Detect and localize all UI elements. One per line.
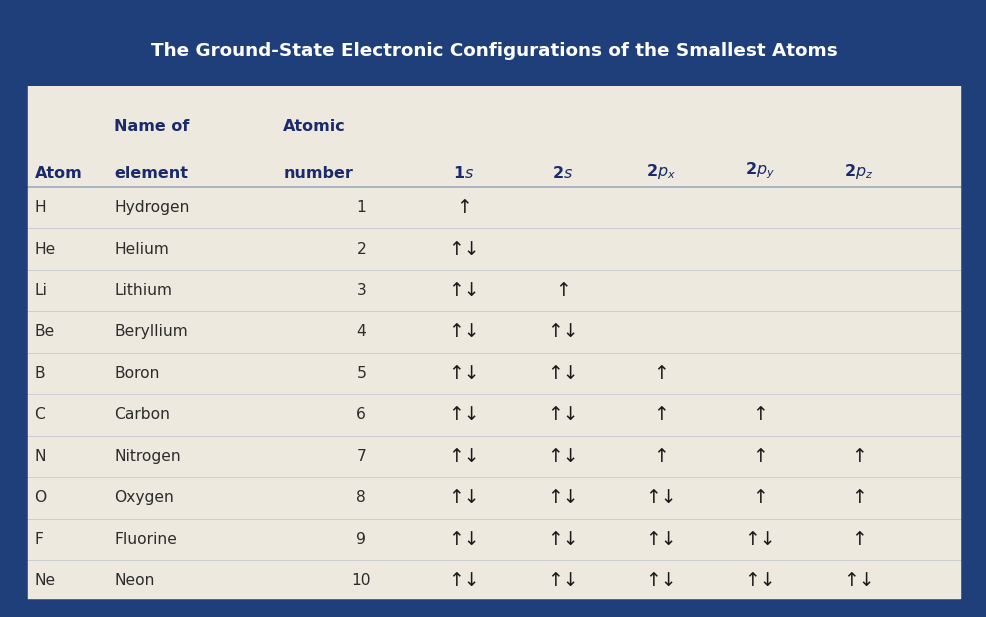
Bar	[25, 86, 964, 602]
Text: H: H	[35, 200, 46, 215]
Bar	[25, 15, 964, 86]
Text: Fluorine: Fluorine	[114, 532, 177, 547]
Text: ↑↓: ↑↓	[449, 447, 480, 466]
Text: ↑↓: ↑↓	[449, 489, 480, 507]
Text: O: O	[35, 491, 46, 505]
Text: Name of: Name of	[114, 118, 189, 133]
Text: Li: Li	[35, 283, 47, 298]
Text: C: C	[35, 407, 45, 423]
Text: 10: 10	[352, 573, 371, 589]
Text: Hydrogen: Hydrogen	[114, 200, 189, 215]
Text: ↑↓: ↑↓	[449, 530, 480, 549]
Text: Lithium: Lithium	[114, 283, 173, 298]
Text: 2$p_x$: 2$p_x$	[646, 162, 676, 181]
Text: Boron: Boron	[114, 366, 160, 381]
Text: Beryllium: Beryllium	[114, 325, 188, 339]
Text: number: number	[283, 166, 353, 181]
Text: ↑↓: ↑↓	[449, 323, 480, 341]
Text: ↑↓: ↑↓	[744, 530, 776, 549]
Text: ↑↓: ↑↓	[547, 323, 579, 341]
Text: ↑: ↑	[851, 489, 867, 507]
Text: 5: 5	[356, 366, 366, 381]
Text: 4: 4	[356, 325, 366, 339]
Text: ↑↓: ↑↓	[547, 530, 579, 549]
Text: 7: 7	[356, 449, 366, 464]
Text: 2$s$: 2$s$	[552, 165, 573, 181]
Text: ↑: ↑	[654, 405, 669, 424]
Text: ↑↓: ↑↓	[547, 405, 579, 424]
Text: ↑: ↑	[851, 447, 867, 466]
Text: Atom: Atom	[35, 166, 82, 181]
Text: The Ground-State Electronic Configurations of the Smallest Atoms: The Ground-State Electronic Configuratio…	[151, 42, 838, 60]
Text: ↑: ↑	[752, 447, 768, 466]
Text: Atomic: Atomic	[283, 118, 346, 133]
Text: ↑↓: ↑↓	[449, 364, 480, 383]
Text: ↑↓: ↑↓	[449, 239, 480, 259]
Text: ↑↓: ↑↓	[646, 489, 677, 507]
Text: ↑↓: ↑↓	[547, 571, 579, 590]
Text: ↑: ↑	[654, 447, 669, 466]
Text: 8: 8	[356, 491, 366, 505]
Text: ↑↓: ↑↓	[646, 530, 677, 549]
Text: 2$p_y$: 2$p_y$	[745, 160, 775, 181]
Text: ↑↓: ↑↓	[646, 571, 677, 590]
Text: 1$s$: 1$s$	[454, 165, 474, 181]
Text: 6: 6	[356, 407, 366, 423]
Text: ↑: ↑	[654, 364, 669, 383]
Text: element: element	[114, 166, 188, 181]
Text: ↑: ↑	[555, 281, 571, 300]
Text: 3: 3	[356, 283, 366, 298]
Text: ↑↓: ↑↓	[547, 447, 579, 466]
Text: B: B	[35, 366, 45, 381]
Text: ↑: ↑	[752, 489, 768, 507]
Text: He: He	[35, 241, 56, 257]
Text: 2$p_z$: 2$p_z$	[844, 162, 874, 181]
Text: ↑↓: ↑↓	[449, 281, 480, 300]
Text: Carbon: Carbon	[114, 407, 171, 423]
Text: ↑↓: ↑↓	[449, 405, 480, 424]
Text: ↑: ↑	[851, 530, 867, 549]
Text: Helium: Helium	[114, 241, 169, 257]
Text: ↑↓: ↑↓	[547, 489, 579, 507]
Text: Neon: Neon	[114, 573, 155, 589]
Text: Ne: Ne	[35, 573, 55, 589]
Text: N: N	[35, 449, 46, 464]
Text: F: F	[35, 532, 43, 547]
Text: ↑↓: ↑↓	[449, 571, 480, 590]
Text: ↑↓: ↑↓	[547, 364, 579, 383]
Text: ↑↓: ↑↓	[843, 571, 875, 590]
Text: ↑: ↑	[457, 198, 472, 217]
Text: ↑↓: ↑↓	[744, 571, 776, 590]
Text: 2: 2	[356, 241, 366, 257]
Text: 9: 9	[356, 532, 366, 547]
Text: ↑: ↑	[752, 405, 768, 424]
Text: Oxygen: Oxygen	[114, 491, 174, 505]
Text: Be: Be	[35, 325, 55, 339]
Text: 1: 1	[356, 200, 366, 215]
Text: Nitrogen: Nitrogen	[114, 449, 180, 464]
